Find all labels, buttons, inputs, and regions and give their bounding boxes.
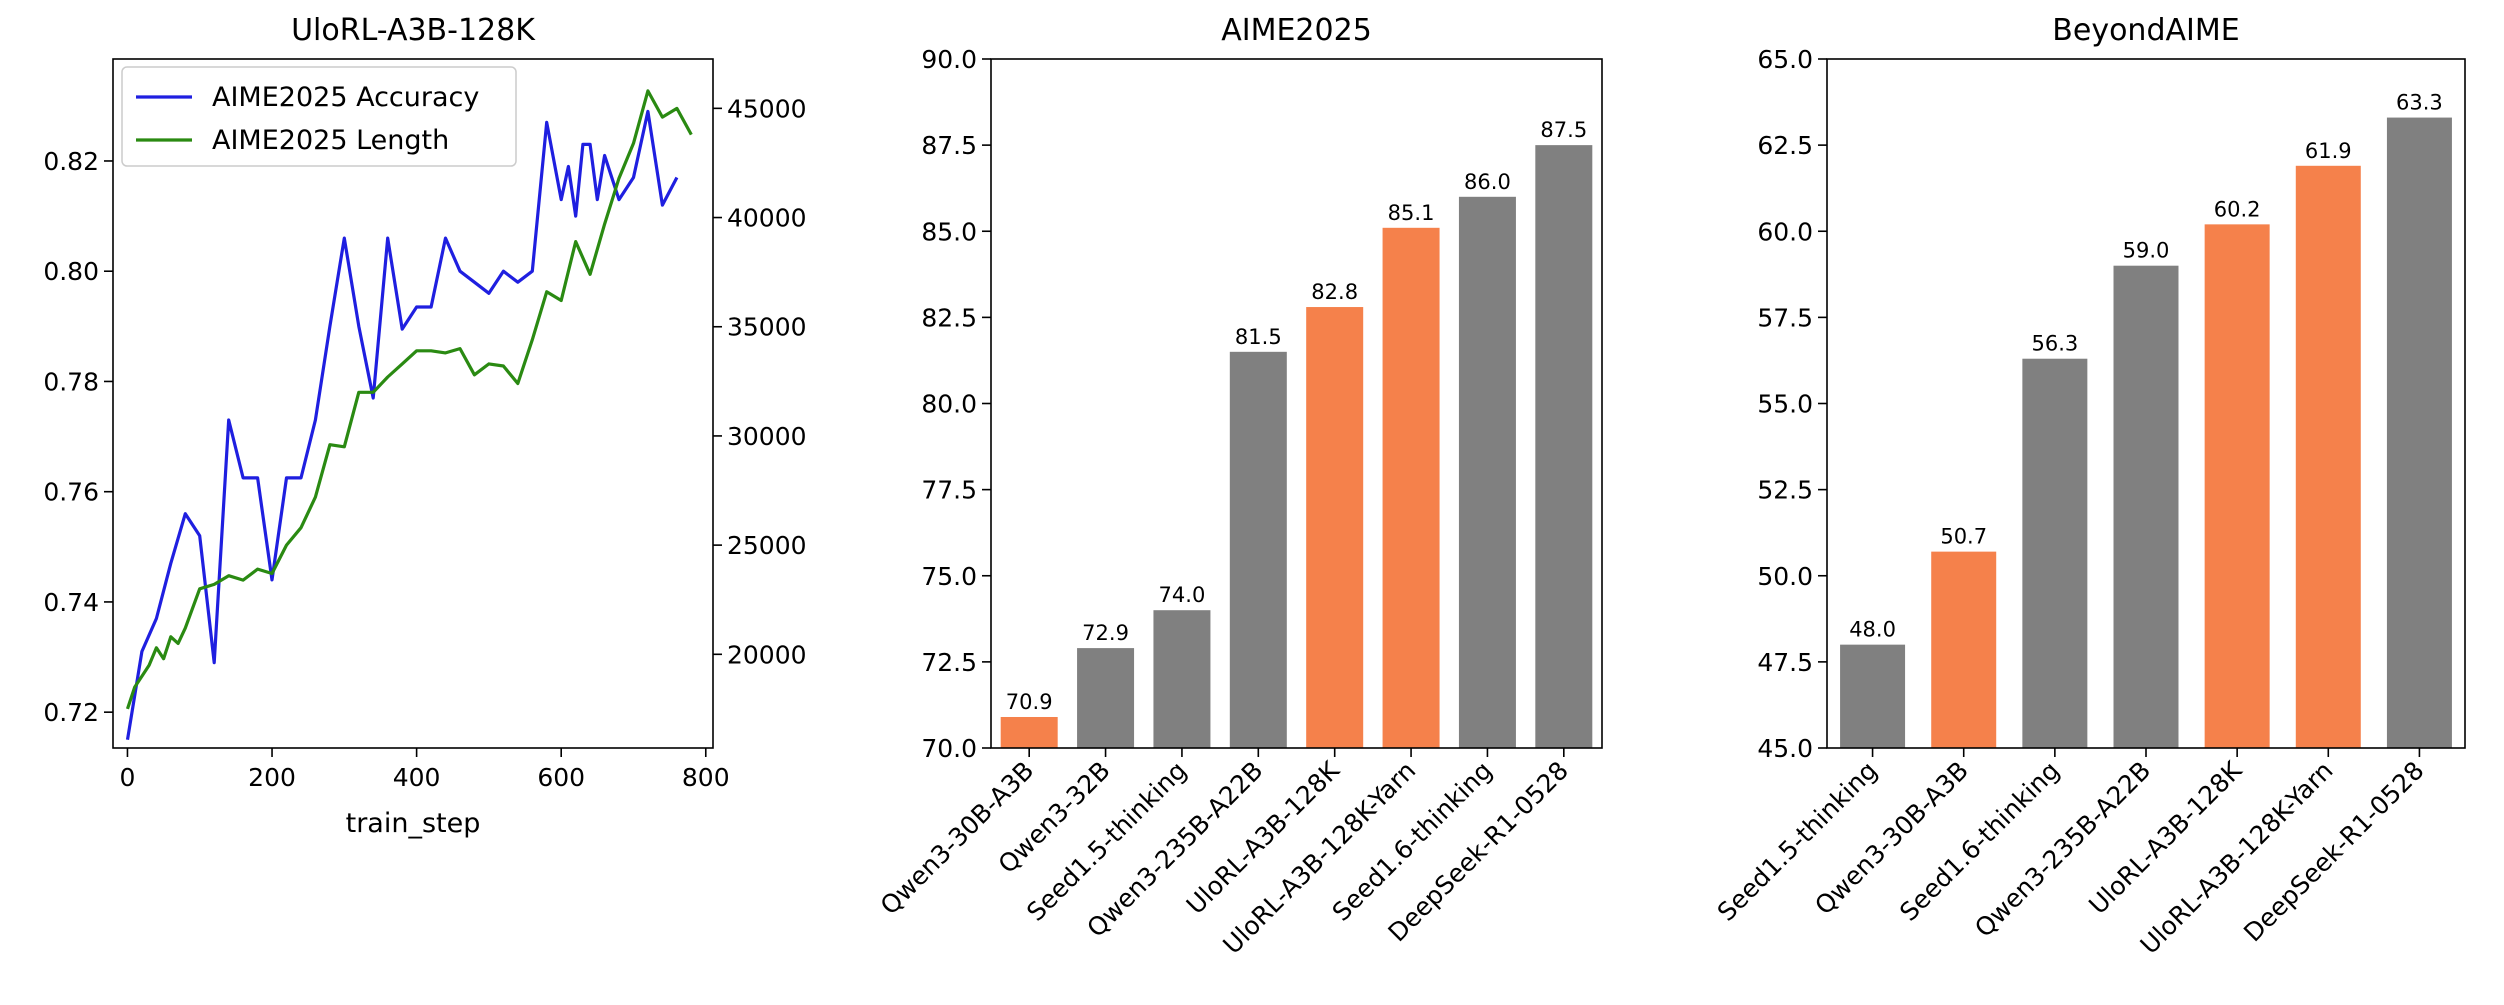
legend-entry: AIME2025 Length [212,125,449,156]
bar-ulorl-a3b-128k-yarn [2295,165,2361,749]
line-chart-panel: UloRL-A3B-128K 0 200 400 600 800 train_step 0.7… [43,13,806,839]
bar-deepseek-r1-0528 [1535,145,1593,748]
bar-ulorl-a3b-128k [2204,224,2270,749]
bar-value-label: 56.3 [2031,332,2078,356]
bar-qwen3-30b-a3b [1931,551,1997,748]
bar-value-label: 59.0 [2123,239,2170,263]
y-tick-label: 65.0 [1757,45,1813,74]
x-tick-label-seed1-6-thinking: Seed1.6-thinking [1894,756,2065,927]
bar-seed1-5-thinking [1840,644,1906,748]
y-tick-label: 57.5 [1757,303,1813,332]
chart-title: BeyondAIME [2052,13,2239,48]
y-right-tick-label: 45000 [727,94,807,123]
bar-seed1-6-thinking [2022,358,2088,748]
bar-value-label: 81.5 [1235,325,1282,349]
series-line-aime2025-accuracy [125,109,679,740]
y-tick-label: 52.5 [1757,476,1813,505]
bar-value-label: 50.7 [1940,525,1987,549]
y-right-tick-label: 35000 [727,313,807,342]
y-tick-label: 70.0 [921,734,977,763]
x-tick-label-ulorl-a3b-128k: UloRL-A3B-128K [2083,755,2248,920]
y-tick-label: 85.0 [921,217,977,246]
x-tick-label-deepseek-r1-0528: DeepSeek-R1-0528 [2238,756,2430,948]
y-right-tick-label: 30000 [727,422,807,451]
y-left-tick-label: 0.76 [43,478,99,507]
beyondaime-bar-chart-panel: BeyondAIME 48.0 50.7 56.3 59.0 60.2 61.9 63.3 45… [1712,13,2466,960]
bar-seed1-5-thinking [1153,610,1211,748]
y-tick-label: 80.0 [921,390,977,419]
y-left-tick-label: 0.72 [43,698,99,727]
y-tick-label: 72.5 [921,648,977,677]
y-tick-label: 50.0 [1757,562,1813,591]
bar-value-label: 87.5 [1540,118,1587,142]
legend: AIME2025 Accuracy AIME2025 Length [121,66,517,167]
y-tick-label: 60.0 [1757,217,1813,246]
y-tick-label: 75.0 [921,562,977,591]
y-tick-label: 82.5 [921,303,977,332]
bar-value-label: 82.8 [1311,280,1358,304]
aime2025-bar-chart-panel: AIME2025 70.9 72.9 74.0 81.5 82.8 85.1 86.0 87.5… [875,13,1603,960]
bar-value-label: 72.9 [1082,621,1129,645]
bar-qwen3-235b-a22b [1229,351,1287,748]
bar-value-label: 60.2 [2214,197,2261,221]
x-tick-label: 800 [682,763,730,792]
bar-qwen3-32b [1077,648,1135,748]
bar-value-label: 85.1 [1388,201,1435,225]
bar-value-label: 86.0 [1464,170,1511,194]
x-tick-label-qwen3-30b-a3b: Qwen3-30B-A3B [1809,756,1974,921]
y-left-tick-label: 0.74 [43,588,99,617]
chart-title: AIME2025 [1221,13,1372,48]
chart-title: UloRL-A3B-128K [291,13,536,48]
bar-value-label: 74.0 [1159,583,1206,607]
y-right-tick-label: 25000 [727,531,807,560]
y-tick-label: 45.0 [1757,734,1813,763]
series-line-aime2025-length [125,89,693,710]
x-tick-label: 400 [393,763,441,792]
bar-value-label: 63.3 [2396,91,2443,115]
y-tick-label: 62.5 [1757,131,1813,160]
bar-value-label: 70.9 [1006,690,1053,714]
y-right-tick-label: 20000 [727,640,807,669]
x-tick-label: 0 [120,763,136,792]
y-left-tick-label: 0.78 [43,367,99,396]
legend-entry: AIME2025 Accuracy [212,82,479,113]
y-tick-label: 77.5 [921,476,977,505]
x-tick-label-seed1-5-thinking: Seed1.5-thinking [1712,756,1883,927]
y-tick-label: 55.0 [1757,390,1813,419]
bar-ulorl-a3b-128k-yarn [1382,227,1440,748]
y-left-tick-label: 0.80 [43,257,99,286]
y-tick-label: 47.5 [1757,648,1813,677]
y-left-tick-label: 0.82 [43,147,99,176]
x-tick-label-qwen3-235b-a22b: Qwen3-235B-A22B [1969,756,2156,943]
plot-frame [112,58,714,749]
bar-value-label: 48.0 [1849,618,1896,642]
bar-qwen3-30b-a3b [1000,716,1058,748]
y-right-tick-label: 40000 [727,204,807,233]
y-tick-label: 87.5 [921,131,977,160]
bar-ulorl-a3b-128k [1306,307,1364,748]
legend-box [121,66,517,167]
y-tick-label: 90.0 [921,45,977,74]
bar-qwen3-235b-a22b [2113,265,2179,748]
x-axis-label: train_step [346,808,481,839]
x-tick-label: 600 [537,763,585,792]
x-tick-label: 200 [248,763,296,792]
bar-seed1-6-thinking [1458,196,1516,749]
bar-value-label: 61.9 [2305,139,2352,163]
bar-deepseek-r1-0528 [2386,117,2452,748]
